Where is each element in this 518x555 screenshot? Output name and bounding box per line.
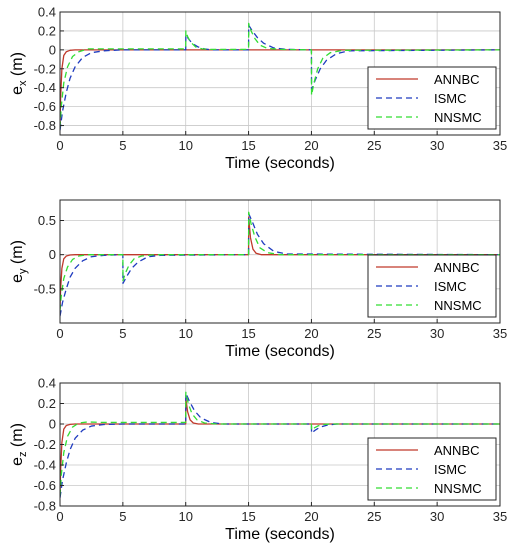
legend-label: NNSMC bbox=[434, 110, 482, 125]
y-tick-label: 0.5 bbox=[38, 213, 56, 228]
y-axis-label: ex (m) bbox=[9, 52, 29, 95]
legend: ANNBC ISMC NNSMC bbox=[367, 66, 497, 130]
y-tick-label: -0.8 bbox=[34, 118, 56, 133]
y-tick-label: -0.5 bbox=[34, 281, 56, 296]
x-tick-label: 30 bbox=[430, 326, 444, 341]
x-tick-label: 15 bbox=[241, 138, 255, 153]
x-tick-label: 25 bbox=[367, 138, 381, 153]
x-tick-label: 20 bbox=[304, 326, 318, 341]
x-tick-label: 10 bbox=[178, 326, 192, 341]
x-tick-label: 5 bbox=[119, 509, 126, 524]
series-line-nnsmc bbox=[60, 22, 500, 128]
series-line-nnsmc bbox=[60, 391, 500, 496]
y-tick-label: -0.6 bbox=[34, 478, 56, 493]
tick-labels: 0 5 10 15 20 25 30 35 0.5 0 -0.5 bbox=[34, 213, 508, 341]
x-tick-label: 25 bbox=[367, 509, 381, 524]
x-tick-label: 35 bbox=[493, 326, 507, 341]
legend-label: ANNBC bbox=[434, 72, 480, 87]
x-tick-label: 10 bbox=[178, 138, 192, 153]
axes-frame bbox=[59, 11, 501, 136]
x-tick-label: 15 bbox=[241, 326, 255, 341]
x-tick-label: 10 bbox=[178, 509, 192, 524]
series-group bbox=[60, 391, 500, 498]
legend-label: ISMC bbox=[434, 91, 467, 106]
y-tick-label: 0 bbox=[49, 42, 56, 57]
x-tick-label: 35 bbox=[493, 509, 507, 524]
chart-panel-2: 0 5 10 15 20 25 30 35 0.5 0 -0.5 Time (seconds) ey (… bbox=[9, 199, 508, 360]
x-tick-label: 0 bbox=[56, 326, 63, 341]
y-tick-label: -0.4 bbox=[34, 458, 56, 473]
y-tick-label: -0.2 bbox=[34, 437, 56, 452]
series-line-nnsmc bbox=[60, 211, 500, 311]
y-tick-label: 0.4 bbox=[38, 5, 56, 20]
series-group bbox=[60, 211, 500, 317]
x-axis-label: Time (seconds) bbox=[225, 155, 335, 172]
y-tick-label: 0.2 bbox=[38, 396, 56, 411]
series-group bbox=[60, 22, 500, 131]
x-tick-label: 35 bbox=[493, 138, 507, 153]
x-tick-label: 5 bbox=[119, 326, 126, 341]
legend-label: NNSMC bbox=[434, 481, 482, 496]
chart-panel-1: 0 5 10 15 20 25 30 35 0.4 0.2 0 -0.2 -0.4 -0.6 -0.8 Tim… bbox=[9, 5, 507, 173]
series-line-ismc bbox=[60, 392, 500, 498]
y-tick-label: 0 bbox=[49, 247, 56, 262]
tick-labels: 0 5 10 15 20 25 30 35 0.4 0.2 0 -0.2 -0.4 -0.6 -0.8 bbox=[34, 5, 508, 154]
x-tick-label: 5 bbox=[119, 138, 126, 153]
legend-label: ISMC bbox=[434, 462, 467, 477]
x-tick-label: 20 bbox=[304, 138, 318, 153]
x-axis-label: Time (seconds) bbox=[225, 526, 335, 543]
y-tick-label: -0.4 bbox=[34, 80, 56, 95]
y-tick-label: 0 bbox=[49, 417, 56, 432]
series-line-annbc bbox=[60, 49, 500, 124]
legend-label: ANNBC bbox=[434, 260, 480, 275]
chart-panel-3: 0 5 10 15 20 25 30 35 0.4 0.2 0 -0.2 -0.4 -0.6 -0.8 Tim… bbox=[9, 376, 507, 544]
legend-label: ISMC bbox=[434, 279, 467, 294]
legend-label: ANNBC bbox=[434, 443, 480, 458]
y-tick-label: -0.8 bbox=[34, 499, 56, 514]
y-tick-label: 0.4 bbox=[38, 376, 56, 391]
legend: ANNBC ISMC NNSMC bbox=[367, 254, 497, 318]
legend-label: NNSMC bbox=[434, 298, 482, 313]
legend: ANNBC ISMC NNSMC bbox=[367, 437, 497, 501]
x-tick-label: 0 bbox=[56, 509, 63, 524]
x-tick-label: 30 bbox=[430, 509, 444, 524]
y-tick-label: 0.2 bbox=[38, 23, 56, 38]
x-tick-label: 15 bbox=[241, 509, 255, 524]
x-axis-label: Time (seconds) bbox=[225, 343, 335, 360]
y-axis-label: ez (m) bbox=[9, 423, 29, 466]
x-tick-label: 20 bbox=[304, 509, 318, 524]
x-tick-label: 0 bbox=[56, 138, 63, 153]
y-axis-label: ey (m) bbox=[9, 240, 29, 283]
x-tick-label: 25 bbox=[367, 326, 381, 341]
tick-labels: 0 5 10 15 20 25 30 35 0.4 0.2 0 -0.2 -0.4 -0.6 -0.8 bbox=[34, 376, 508, 525]
axes-frame bbox=[59, 199, 501, 324]
y-tick-label: -0.6 bbox=[34, 99, 56, 114]
x-tick-label: 30 bbox=[430, 138, 444, 153]
y-tick-label: -0.2 bbox=[34, 61, 56, 76]
